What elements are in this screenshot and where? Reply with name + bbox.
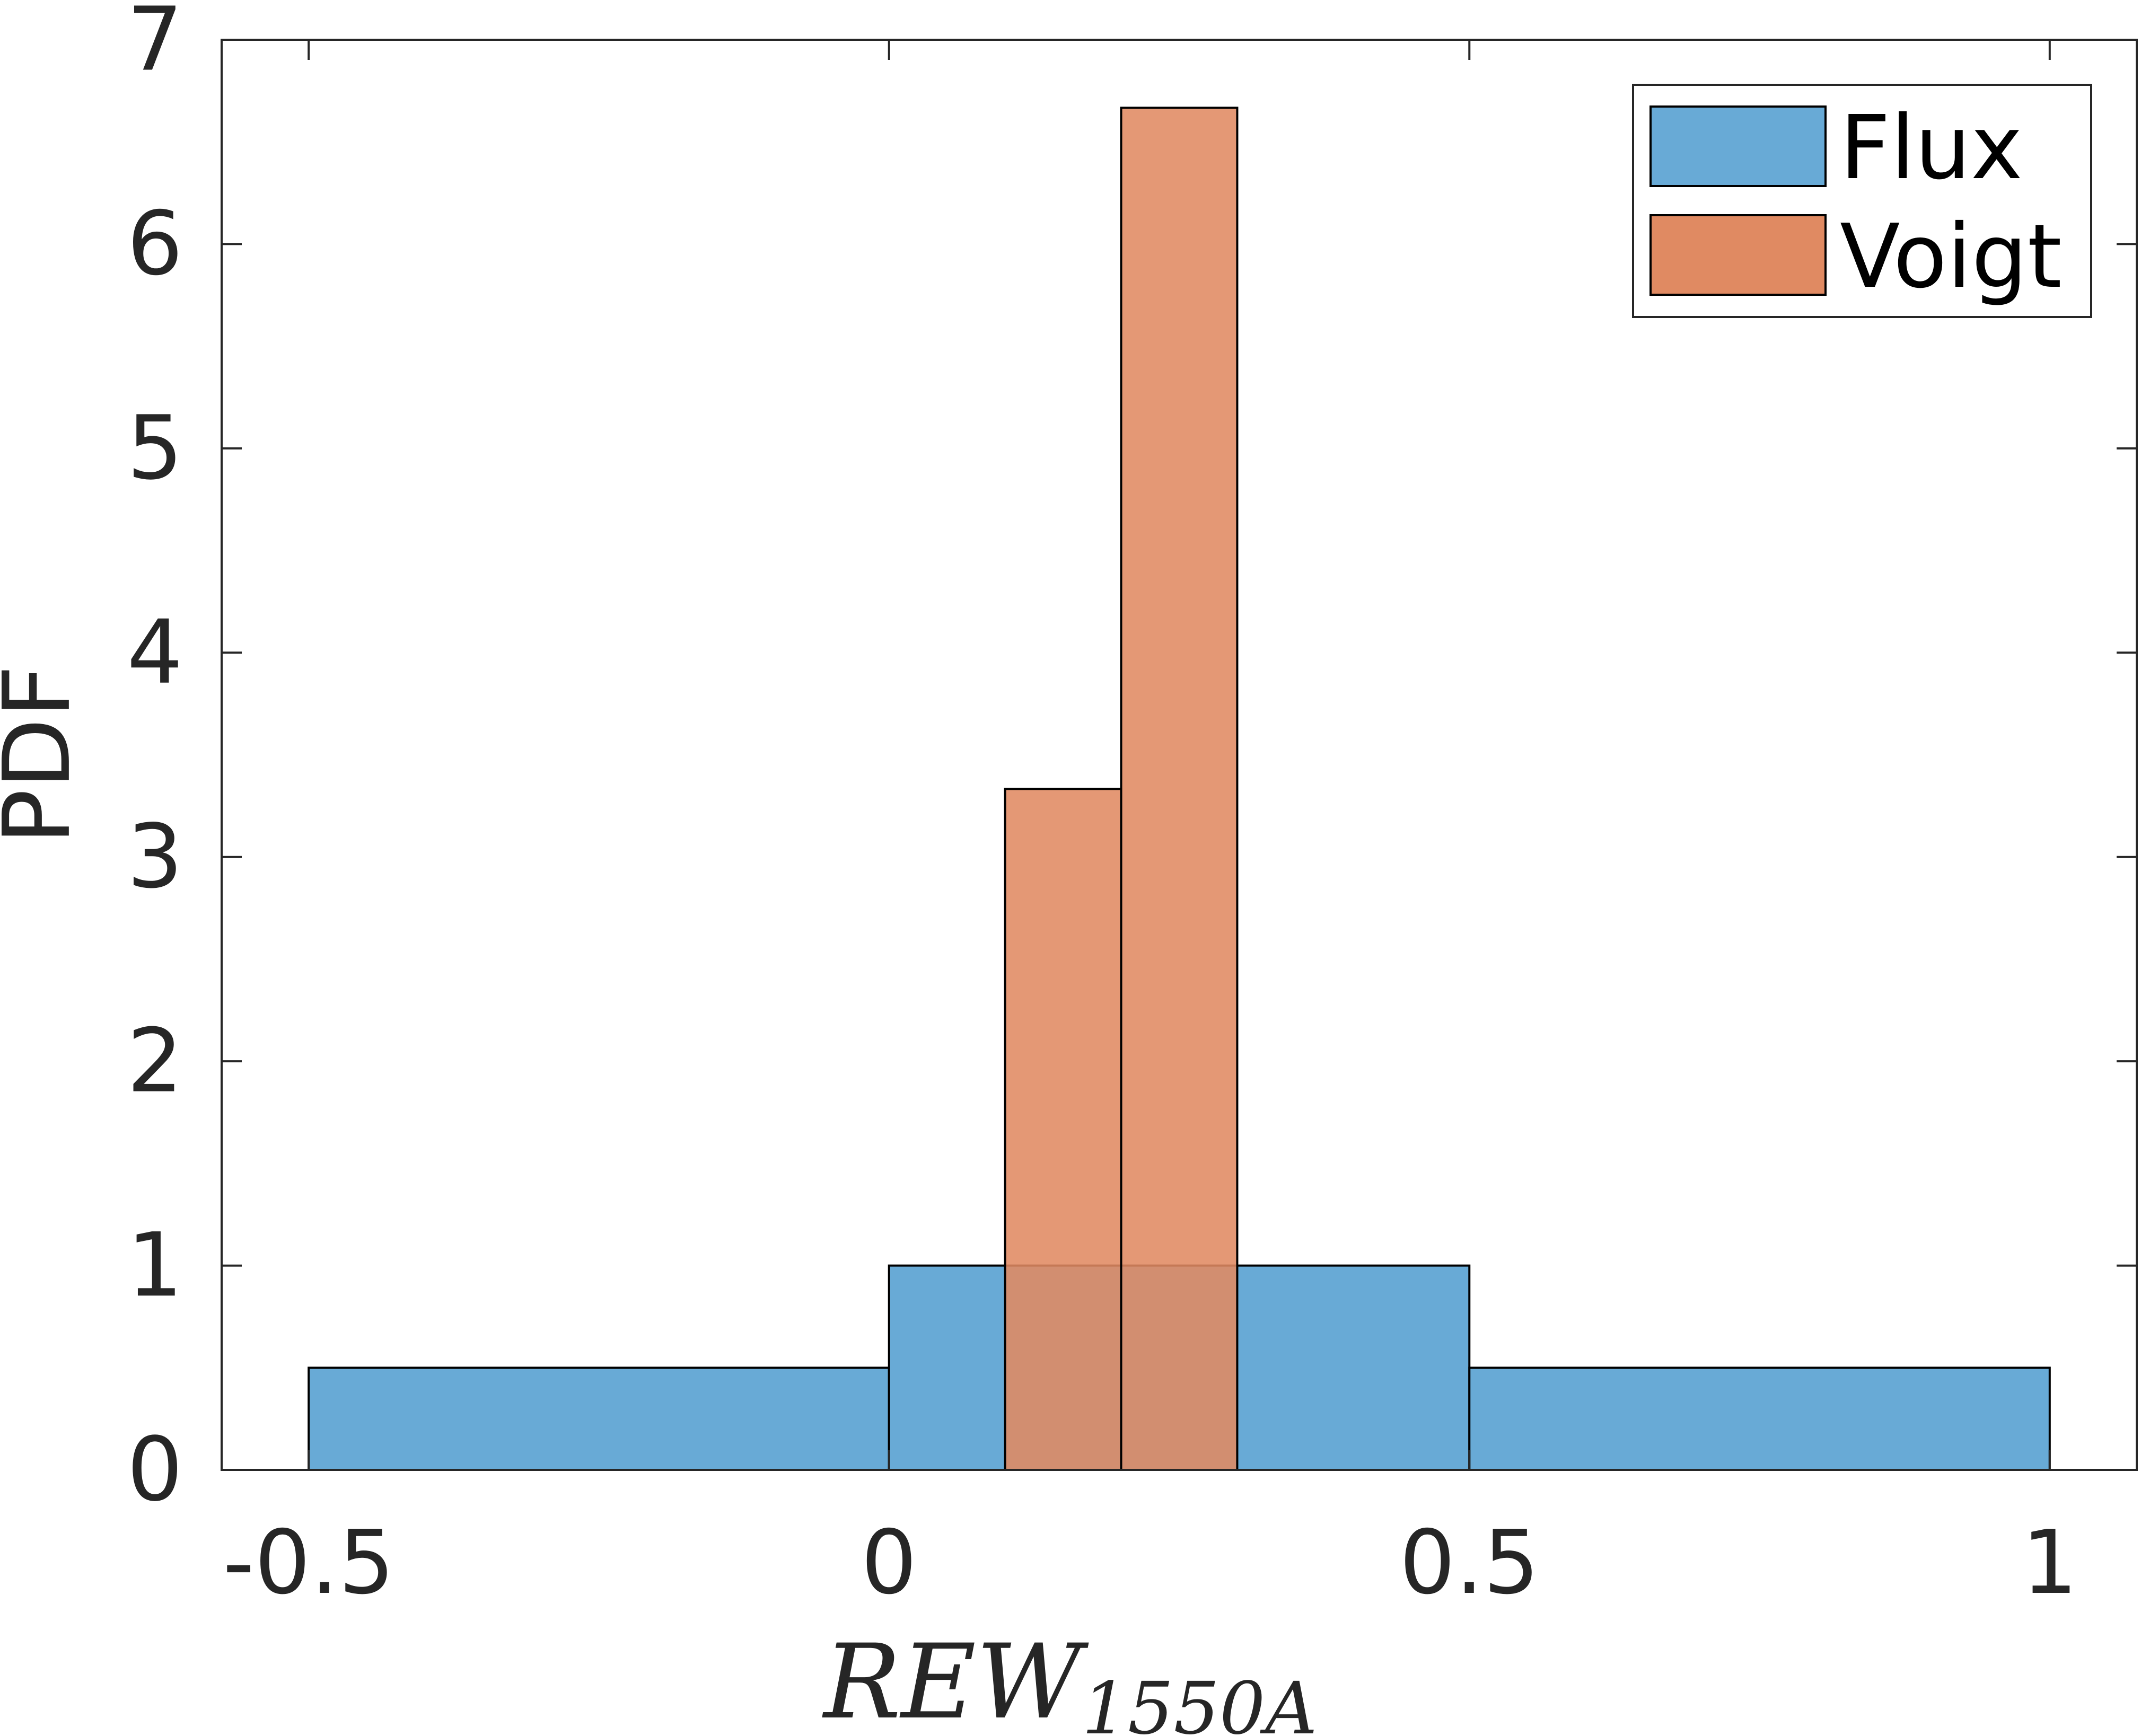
y-axis-label: PDF [0,665,91,845]
x-axis-label-main: REW [822,1622,1089,1736]
x-tick-label-0: -0.5 [223,1512,394,1614]
y-tick-label-1: 1 [127,1214,183,1317]
x-tick-label-1: 0 [861,1512,917,1614]
legend-label-flux: Flux [1840,97,2023,199]
bars-layer [308,107,2051,1471]
legend: Flux Voigt [1632,84,2092,318]
legend-label-voigt: Voigt [1840,206,2062,308]
x-tick-label-2: 0.5 [1399,1512,1539,1614]
y-tick-label-5: 5 [127,397,183,499]
y-tick-label-4: 4 [127,602,183,704]
legend-swatch-voigt [1649,214,1827,296]
y-tick-label-2: 2 [127,1010,183,1113]
x-axis-label: REW1550A [822,1622,1317,1736]
bar-flux-0 [308,1367,890,1471]
y-tick-label-3: 3 [127,806,183,908]
x-axis-label-subscript: 1550A [1082,1667,1317,1736]
axes-layer [221,39,2138,1471]
bar-voigt-0 [1004,788,1122,1471]
legend-swatch-flux [1649,105,1827,187]
bar-flux-2 [1468,1367,2051,1471]
ticks-layer: -0.5 0 0.5 1 0 1 2 3 4 5 6 7 [127,0,2137,1614]
y-tick-label-6: 6 [127,193,183,295]
x-tick-label-3: 1 [2022,1512,2078,1614]
y-tick-label-0: 0 [127,1419,183,1521]
bar-voigt-1 [1120,107,1239,1471]
plot-frame [221,39,2138,1471]
y-tick-label-7: 7 [127,0,183,91]
